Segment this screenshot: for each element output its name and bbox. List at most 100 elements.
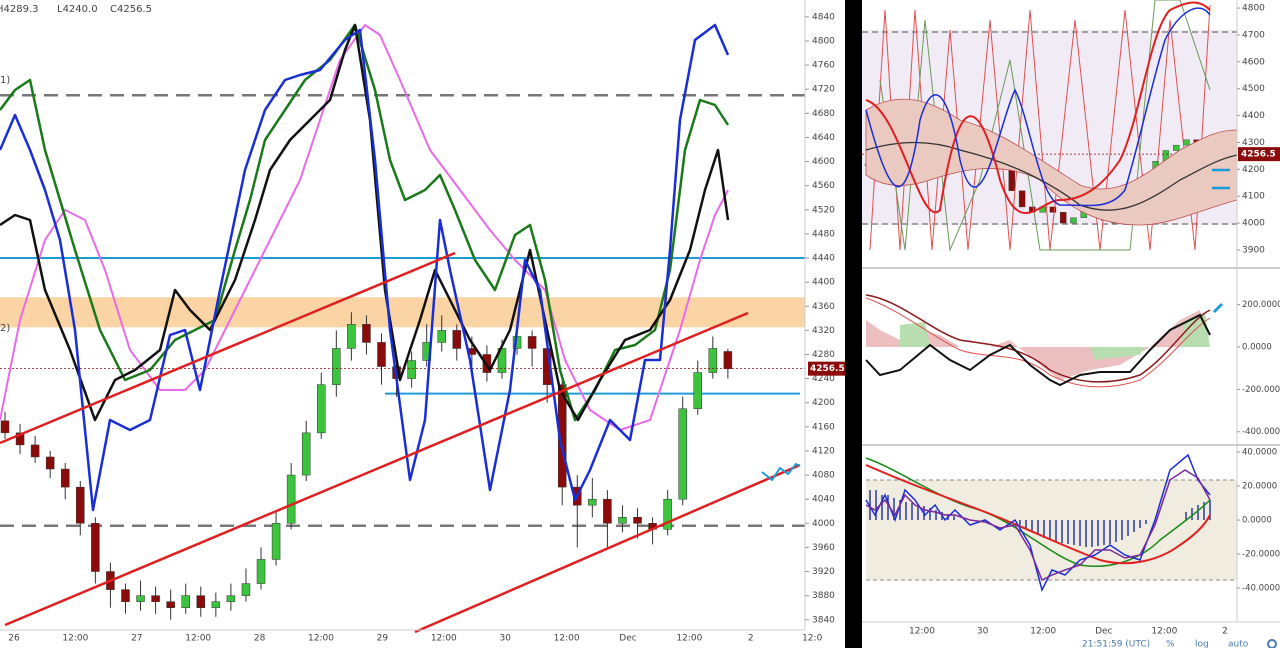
last-price-tag: [808, 361, 845, 376]
oscillator-area: [900, 312, 1210, 360]
blue-line: [0, 23, 730, 512]
x-tick-label: 12:00: [1030, 627, 1056, 637]
supply-zone: [0, 297, 805, 328]
y-tick-label: 4700: [1242, 30, 1265, 40]
candle-body: [211, 601, 221, 608]
candle-body: [347, 324, 356, 349]
last-price-label: 4256.5: [1241, 150, 1276, 160]
log-toggle[interactable]: log: [1195, 640, 1209, 648]
y-tick-label: -400.0000: [1242, 427, 1280, 437]
trend-line: [4, 311, 749, 627]
candle-body: [241, 583, 251, 596]
indicators: [0, 23, 801, 634]
candle-body: [226, 595, 236, 602]
y-tick-label: 3960: [812, 543, 835, 553]
y-tick-label: 4800: [1242, 4, 1265, 14]
candle-body: [1172, 144, 1180, 151]
x-tick-label: 26: [8, 634, 20, 644]
y-tick-label: 4280: [812, 350, 835, 360]
y-tick-label: 4600: [812, 157, 835, 167]
y-tick-label: 4800: [812, 36, 835, 46]
ohlc-close: C4256.5: [110, 4, 152, 15]
y-tick-label: 4000: [1242, 219, 1265, 229]
oscillator-line: [865, 297, 1211, 388]
candle-body: [723, 351, 733, 369]
candle-body: [663, 498, 672, 530]
candle-body: [196, 595, 206, 608]
y-tick-label: 3840: [812, 615, 835, 625]
oscillator-line: [865, 294, 1211, 383]
basis-line: [865, 141, 1238, 211]
oscillator-area: [866, 310, 1210, 380]
candle-body: [181, 595, 190, 608]
x-tick-label: 12:00: [62, 634, 88, 644]
candle-body: [693, 372, 703, 409]
y-tick-label: 4840: [812, 12, 835, 22]
y-tick-label: 20.0000: [1242, 482, 1277, 492]
candle-body: [1049, 206, 1057, 213]
auto-toggle[interactable]: auto: [1228, 640, 1249, 648]
y-tick-label: 4200: [1242, 165, 1265, 175]
candle-body: [527, 336, 537, 349]
candle-body: [15, 432, 25, 446]
candle-body: [76, 486, 85, 524]
y-tick-label: 4400: [812, 278, 835, 288]
x-tick-label: 12:00: [1151, 627, 1177, 637]
candle-body: [1059, 212, 1067, 224]
candle-body: [121, 589, 130, 602]
candle-body: [1183, 139, 1190, 146]
y-tick-label: 4500: [1242, 84, 1265, 94]
separator: [845, 0, 862, 648]
oscillator-line: [865, 464, 1211, 565]
trend-line: [414, 463, 801, 634]
x-tick-label: 2: [1222, 627, 1228, 637]
x-tick-label: 30: [499, 634, 511, 644]
candle-body: [166, 601, 175, 608]
y-tick-label: 4160: [812, 422, 835, 432]
y-tick-label: 4680: [812, 109, 835, 119]
y-tick-label: 4300: [1242, 138, 1265, 148]
y-tick-label: 4760: [812, 61, 835, 71]
x-tick-label: 30: [977, 627, 989, 637]
y-tick-label: 40.0000: [1242, 448, 1277, 458]
candle-body: [588, 498, 597, 506]
candle-body: [256, 559, 266, 584]
main-chart: [0, 94, 805, 620]
x-tick-label: 27: [131, 634, 142, 644]
candle-body: [332, 348, 341, 385]
last-price-tag: [1238, 147, 1280, 162]
candle-body: [91, 523, 100, 572]
trend-line: [0, 251, 456, 445]
osc-zone: [866, 480, 1237, 580]
y-tick-label: 4440: [812, 254, 835, 264]
candle-body: [437, 330, 446, 343]
x-tick-label: 12:00: [909, 627, 935, 637]
price-axis: [805, 0, 845, 648]
indicator-note: 2): [0, 323, 10, 334]
x-tick-label: 12:00: [185, 634, 211, 644]
y-tick-label: 0.0000: [1242, 516, 1272, 526]
candle-body: [633, 517, 642, 524]
candle-body: [286, 474, 296, 524]
candle-body: [377, 342, 386, 367]
candle-body: [618, 517, 627, 524]
y-tick-label: 4520: [812, 205, 835, 215]
last-price-label: 4256.5: [810, 364, 845, 374]
y-tick-label: 4000: [812, 519, 835, 529]
candle-body: [678, 408, 687, 500]
y-tick-label: 4120: [812, 446, 835, 456]
oscillator-line: [865, 469, 1211, 582]
y-tick-label: 4320: [812, 326, 835, 336]
y-tick-label: 3920: [812, 567, 835, 577]
y-tick-label: 4100: [1242, 192, 1265, 202]
candle-body: [30, 444, 40, 458]
candle-body: [708, 348, 718, 373]
x-tick-label: 12:00: [308, 634, 334, 644]
x-tick-label: Dec: [1095, 627, 1112, 637]
y-tick-label: 200.0000: [1242, 300, 1280, 310]
settings-icon[interactable]: [1267, 639, 1277, 648]
y-tick-label: 4080: [812, 471, 835, 481]
candle-body: [0, 420, 10, 434]
x-tick-label: 28: [254, 634, 266, 644]
percent-toggle[interactable]: %: [1166, 640, 1175, 648]
